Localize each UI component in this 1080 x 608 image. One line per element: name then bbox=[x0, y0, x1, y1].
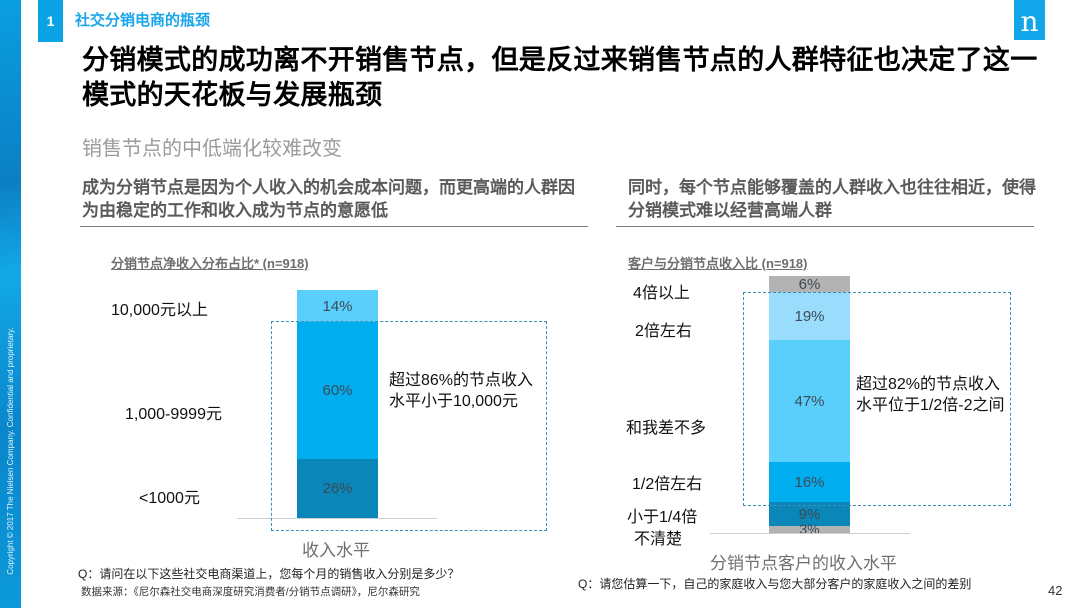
segment-value: 6% bbox=[798, 275, 821, 293]
right-column-heading: 同时，每个节点能够覆盖的人群收入也往往相近，使得分销模式难以经营高端人群 bbox=[628, 178, 1036, 220]
left-survey-question: Q：请问在以下这些社交电商渠道上，您每个月的销售收入分别是多少？ bbox=[78, 567, 460, 581]
category-label: 4倍以上 bbox=[633, 285, 690, 302]
category-label: <1000元 bbox=[139, 490, 200, 507]
segment-value: 16% bbox=[794, 473, 825, 491]
page-subtitle: 销售节点的中低端化较难改变 bbox=[82, 138, 342, 160]
x-axis-label: 收入水平 bbox=[302, 541, 370, 560]
category-label: 和我差不多 bbox=[626, 420, 707, 437]
segment-value: 26% bbox=[322, 480, 353, 497]
x-axis-label: 分销节点客户的收入水平 bbox=[710, 554, 897, 573]
bar-segment-under-quarter: 9% bbox=[769, 502, 850, 526]
bar-segment-10000-plus: 14% bbox=[297, 290, 378, 322]
category-label: 10,000元以上 bbox=[111, 302, 208, 319]
section-title: 社交分销电商的瓶颈 bbox=[75, 12, 211, 29]
right-survey-question: Q：请您估算一下，自己的家庭收入与您大部分客户的家庭收入之间的差别 bbox=[578, 577, 972, 591]
bar-segment-half: 16% bbox=[769, 462, 850, 502]
highlight-box bbox=[743, 292, 1011, 506]
category-label: 2倍左右 bbox=[635, 323, 692, 340]
bar-segment-unknown: 3% bbox=[769, 521, 850, 537]
category-label: 1/2倍左右 bbox=[632, 476, 703, 493]
page-title: 分销模式的成功离不开销售节点，但是反过来销售节点的人群特征也决定了这一模式的天花… bbox=[82, 45, 1038, 110]
right-divider bbox=[616, 226, 1034, 227]
page-number: 42 bbox=[1048, 583, 1063, 598]
left-divider bbox=[80, 226, 588, 227]
segment-value: 19% bbox=[794, 307, 825, 325]
highlight-box bbox=[271, 321, 547, 531]
segment-value: 3% bbox=[799, 521, 820, 537]
chart-baseline bbox=[710, 533, 910, 534]
chart-baseline bbox=[237, 518, 437, 519]
segment-value: 9% bbox=[798, 505, 821, 523]
section-number-badge: 1 bbox=[38, 0, 63, 42]
left-column-heading: 成为分销节点是因为个人收入的机会成本问题，而更高端的人群因为由稳定的工作和收入成… bbox=[82, 178, 575, 220]
nielsen-logo-icon: n bbox=[1014, 0, 1045, 40]
bar-segment-4x-plus: 6% bbox=[769, 275, 850, 293]
category-label: 小于1/4倍 bbox=[627, 509, 698, 526]
right-chart-title: 客户与分销节点收入比 (n=918) bbox=[628, 256, 808, 271]
category-label: 不清楚 bbox=[634, 531, 683, 548]
segment-value: 47% bbox=[794, 392, 825, 410]
segment-value: 60% bbox=[322, 382, 353, 399]
sidebar-decoration bbox=[0, 0, 21, 608]
chart-callout: 超过82%的节点收入水平位于1/2倍-2之间 bbox=[856, 376, 1005, 414]
bar-segment-2x: 19% bbox=[769, 292, 850, 340]
bar-segment-similar: 47% bbox=[769, 340, 850, 462]
chart-callout: 超过86%的节点收入水平小于10,000元 bbox=[389, 372, 534, 410]
segment-value: 14% bbox=[322, 297, 353, 315]
category-label: 1,000-9999元 bbox=[125, 406, 222, 423]
copyright-notice: Copyright © 2017 The Nielsen Company. Co… bbox=[6, 327, 15, 575]
left-chart-title: 分销节点净收入分布占比* (n=918) bbox=[111, 256, 309, 271]
bar-segment-under-1000: 26% bbox=[297, 459, 378, 518]
data-source: 数据来源：《尼尔森社交电商深度研究消费者/分销节点调研》，尼尔森研究 bbox=[81, 586, 420, 598]
bar-segment-1000-9999: 60% bbox=[297, 322, 378, 459]
